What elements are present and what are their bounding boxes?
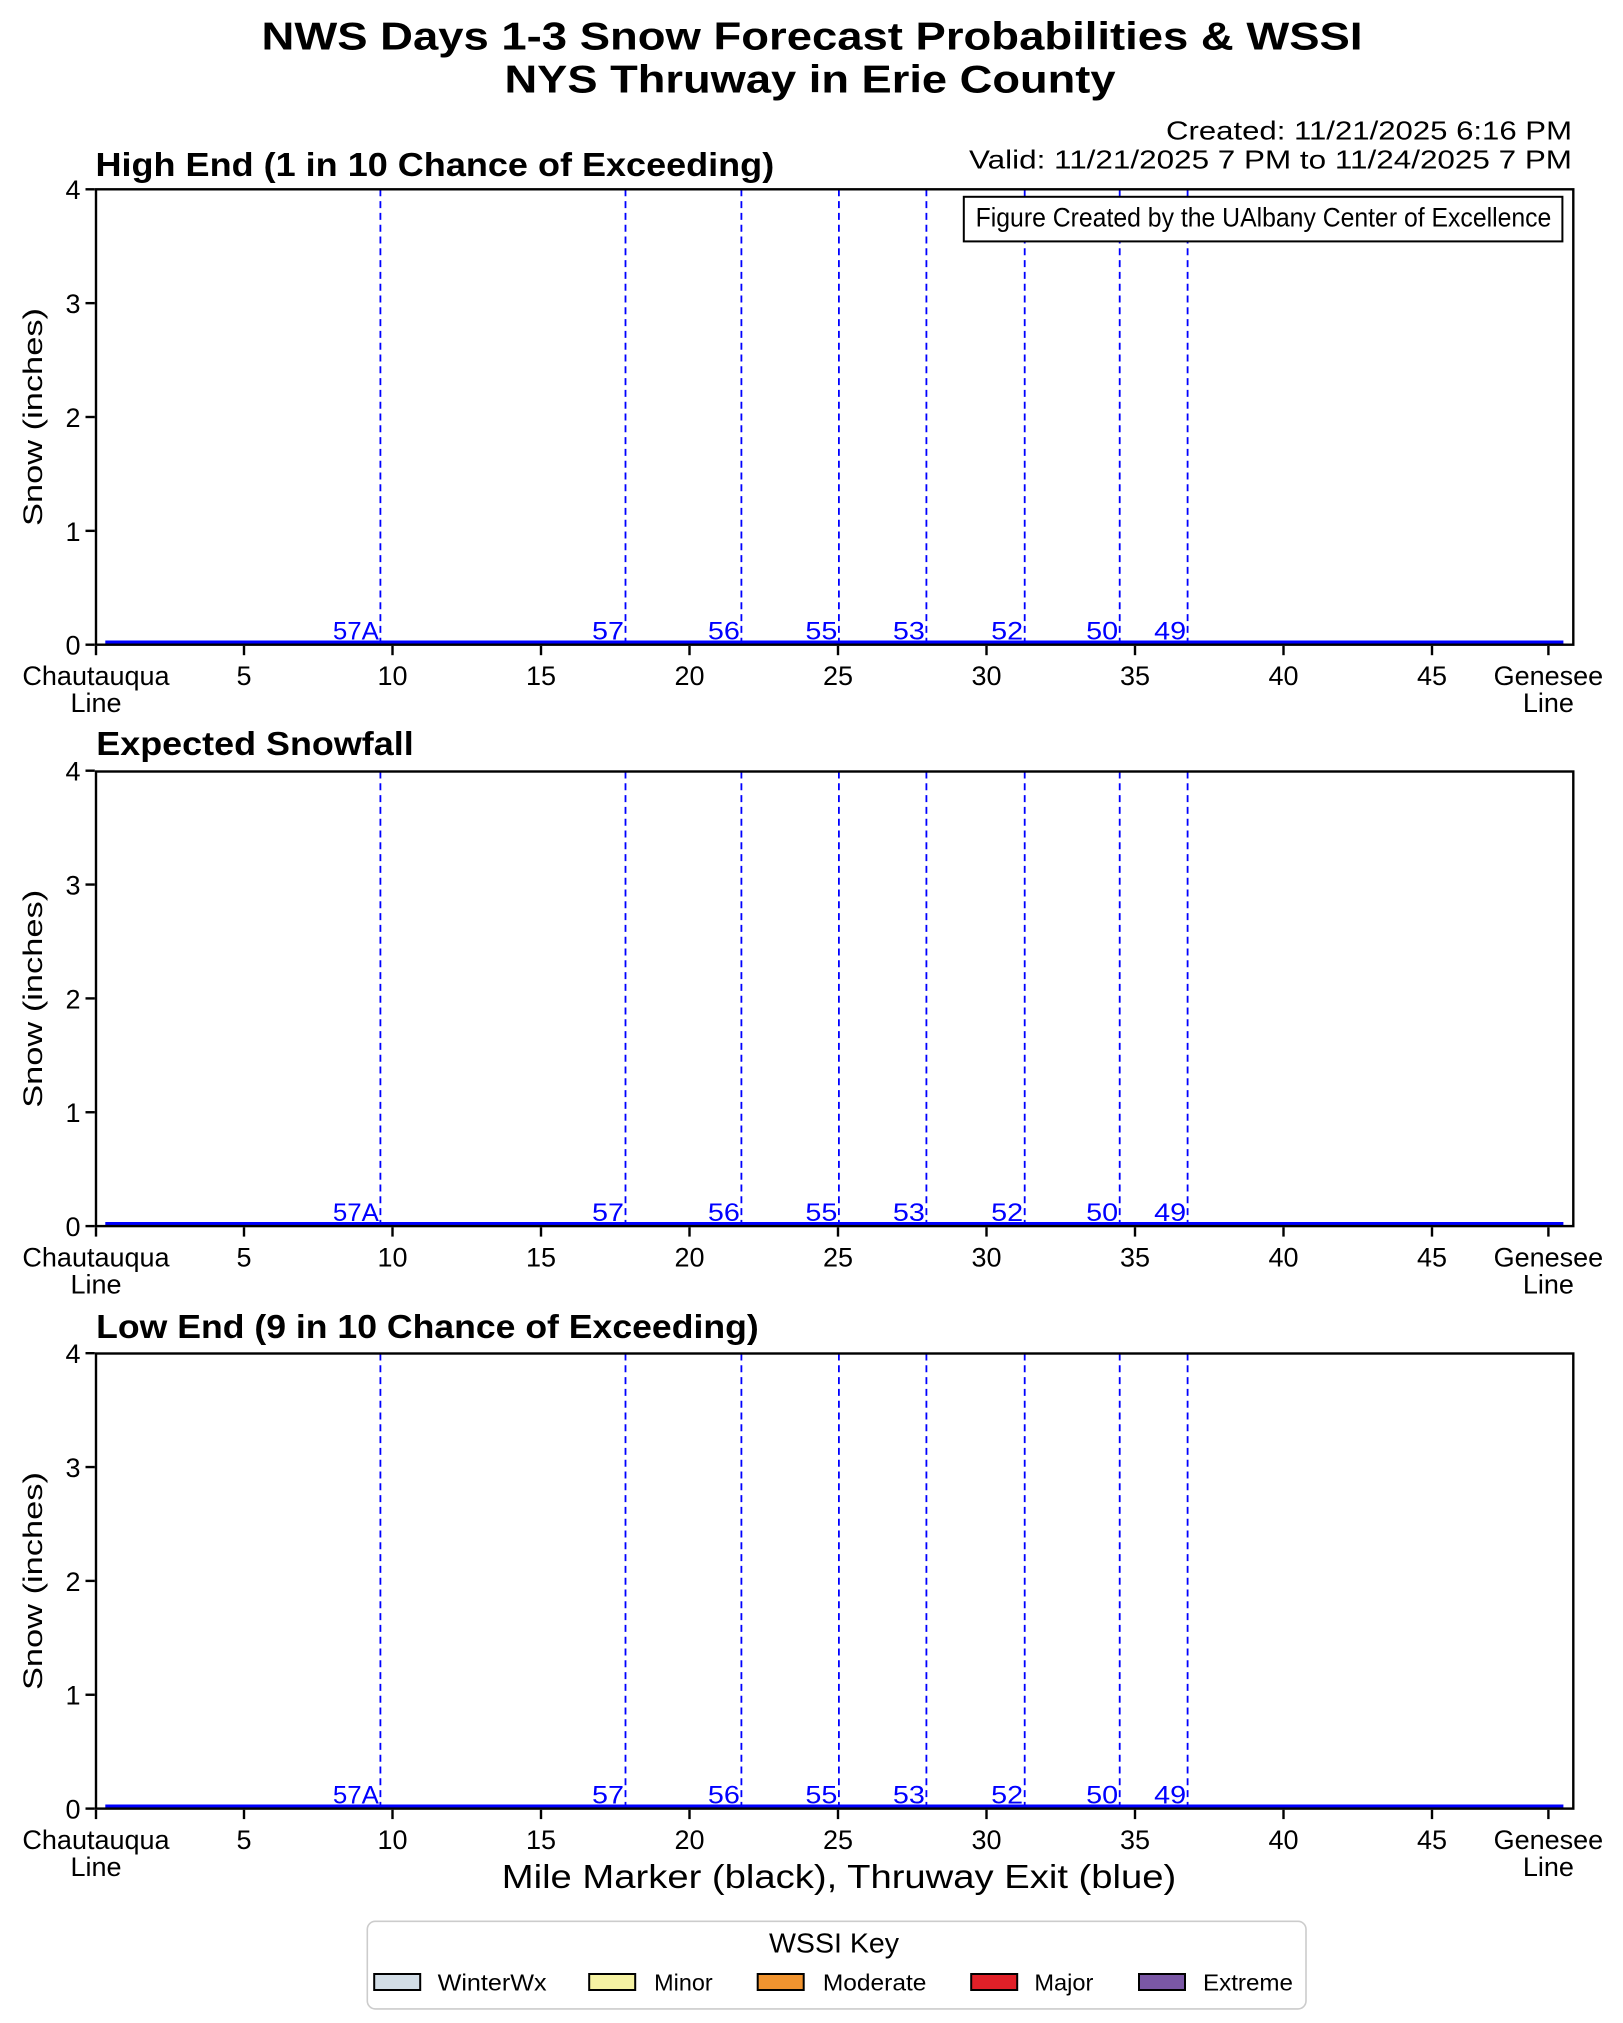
svg-text:53: 53 [893, 617, 925, 645]
svg-text:55: 55 [805, 1781, 837, 1809]
svg-text:55: 55 [805, 617, 837, 645]
svg-text:40: 40 [1268, 1825, 1298, 1855]
svg-text:Created: 11/21/2025 6:16 PM: Created: 11/21/2025 6:16 PM [1166, 116, 1572, 146]
svg-text:49: 49 [1154, 1199, 1186, 1227]
svg-text:Line: Line [1523, 1852, 1574, 1882]
svg-text:25: 25 [823, 661, 853, 691]
svg-text:Line: Line [1523, 688, 1574, 718]
svg-text:30: 30 [971, 661, 1001, 691]
svg-text:5: 5 [236, 1243, 251, 1273]
svg-text:Snow (inches): Snow (inches) [18, 1472, 48, 1690]
svg-text:3: 3 [65, 1453, 80, 1483]
svg-text:57A: 57A [333, 1199, 379, 1227]
svg-text:40: 40 [1268, 661, 1298, 691]
svg-text:Major: Major [1034, 1970, 1093, 1996]
svg-text:56: 56 [708, 1781, 740, 1809]
svg-text:4: 4 [65, 757, 80, 787]
svg-text:WSSI Key: WSSI Key [769, 1928, 899, 1959]
svg-text:Low End (9 in 10 Chance of Exc: Low End (9 in 10 Chance of Exceeding) [96, 1308, 759, 1345]
svg-text:15: 15 [526, 661, 556, 691]
svg-text:0: 0 [65, 631, 80, 661]
svg-text:57: 57 [592, 1781, 624, 1809]
svg-text:45: 45 [1417, 1243, 1447, 1273]
svg-text:2: 2 [65, 984, 80, 1014]
svg-text:NYS Thruway in Erie County: NYS Thruway in Erie County [505, 59, 1116, 102]
svg-text:Snow (inches): Snow (inches) [18, 308, 48, 526]
svg-text:52: 52 [991, 617, 1023, 645]
svg-text:45: 45 [1417, 1825, 1447, 1855]
svg-text:High End (1 in 10 Chance of Ex: High End (1 in 10 Chance of Exceeding) [96, 146, 775, 183]
svg-text:25: 25 [823, 1243, 853, 1273]
svg-text:52: 52 [991, 1781, 1023, 1809]
svg-text:NWS Days 1-3 Snow Forecast Pro: NWS Days 1-3 Snow Forecast Probabilities… [262, 16, 1363, 59]
svg-text:56: 56 [708, 1199, 740, 1227]
svg-text:10: 10 [377, 1825, 407, 1855]
svg-text:15: 15 [526, 1243, 556, 1273]
svg-text:Expected Snowfall: Expected Snowfall [96, 725, 413, 762]
svg-text:Line: Line [70, 1852, 121, 1882]
svg-text:Chautauqua: Chautauqua [22, 1243, 170, 1273]
svg-text:Chautauqua: Chautauqua [22, 661, 170, 691]
svg-text:53: 53 [893, 1199, 925, 1227]
svg-text:2: 2 [65, 1567, 80, 1597]
svg-text:1: 1 [65, 517, 80, 547]
svg-text:Genesee: Genesee [1494, 1825, 1604, 1855]
svg-text:50: 50 [1086, 1199, 1118, 1227]
svg-text:40: 40 [1268, 1243, 1298, 1273]
svg-text:Genesee: Genesee [1494, 1243, 1604, 1273]
svg-text:Moderate: Moderate [823, 1970, 927, 1996]
svg-text:Figure Created by the UAlbany: Figure Created by the UAlbany Center of … [976, 203, 1552, 233]
svg-text:50: 50 [1086, 1781, 1118, 1809]
svg-text:2: 2 [65, 403, 80, 433]
svg-text:0: 0 [65, 1212, 80, 1242]
svg-text:WinterWx: WinterWx [438, 1970, 548, 1996]
svg-text:4: 4 [65, 1339, 80, 1369]
svg-text:20: 20 [674, 1825, 704, 1855]
svg-text:30: 30 [971, 1243, 1001, 1273]
svg-text:Valid: 11/21/2025 7 PM to 11/2: Valid: 11/21/2025 7 PM to 11/24/2025 7 P… [969, 145, 1572, 175]
svg-text:1: 1 [65, 1681, 80, 1711]
svg-text:55: 55 [805, 1199, 837, 1227]
svg-text:57: 57 [592, 617, 624, 645]
svg-text:Mile Marker (black), Thruway E: Mile Marker (black), Thruway Exit (blue) [502, 1858, 1177, 1895]
svg-text:Snow (inches): Snow (inches) [18, 890, 48, 1108]
svg-text:10: 10 [377, 1243, 407, 1273]
svg-text:0: 0 [65, 1795, 80, 1825]
svg-text:25: 25 [823, 1825, 853, 1855]
svg-text:15: 15 [526, 1825, 556, 1855]
svg-text:5: 5 [236, 661, 251, 691]
svg-text:35: 35 [1120, 1243, 1150, 1273]
svg-text:3: 3 [65, 870, 80, 900]
svg-text:53: 53 [893, 1781, 925, 1809]
svg-text:3: 3 [65, 289, 80, 319]
svg-text:1: 1 [65, 1098, 80, 1128]
svg-text:50: 50 [1086, 617, 1118, 645]
svg-text:Chautauqua: Chautauqua [22, 1825, 170, 1855]
svg-text:10: 10 [377, 661, 407, 691]
svg-text:5: 5 [236, 1825, 251, 1855]
svg-text:4: 4 [65, 175, 80, 205]
svg-text:Extreme: Extreme [1203, 1970, 1293, 1996]
svg-text:57A: 57A [333, 617, 379, 645]
svg-text:Minor: Minor [654, 1970, 713, 1996]
svg-text:45: 45 [1417, 661, 1447, 691]
svg-text:20: 20 [674, 661, 704, 691]
svg-text:49: 49 [1154, 1781, 1186, 1809]
svg-text:57: 57 [592, 1199, 624, 1227]
svg-text:20: 20 [674, 1243, 704, 1273]
svg-text:Line: Line [70, 1270, 121, 1300]
svg-text:57A: 57A [333, 1781, 379, 1809]
svg-text:Line: Line [70, 688, 121, 718]
svg-text:52: 52 [991, 1199, 1023, 1227]
svg-text:35: 35 [1120, 661, 1150, 691]
svg-text:56: 56 [708, 617, 740, 645]
svg-text:Line: Line [1523, 1270, 1574, 1300]
svg-text:Genesee: Genesee [1494, 661, 1604, 691]
svg-text:30: 30 [971, 1825, 1001, 1855]
svg-text:35: 35 [1120, 1825, 1150, 1855]
svg-text:49: 49 [1154, 617, 1186, 645]
